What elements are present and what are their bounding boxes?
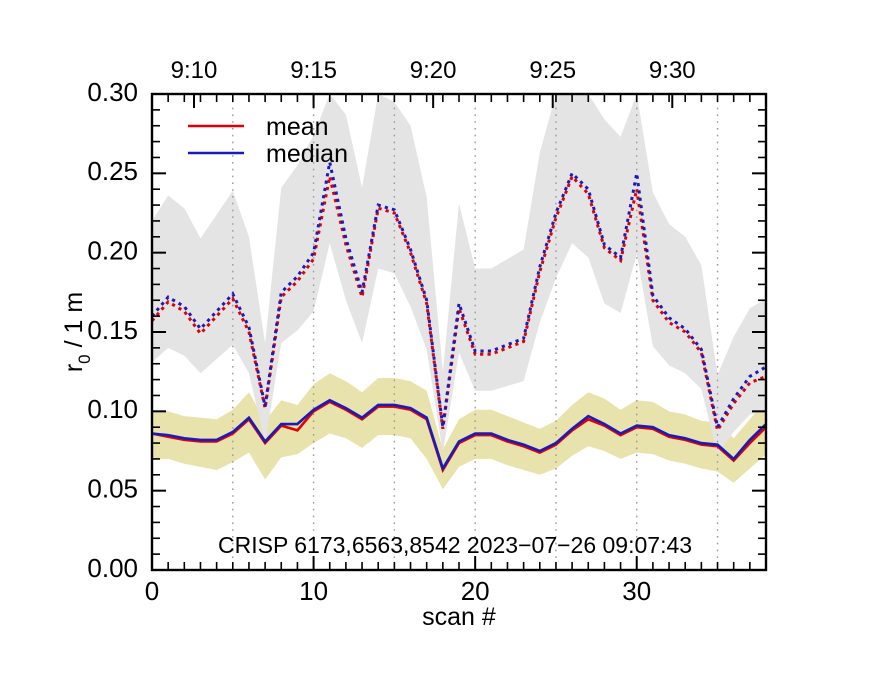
top-tick-label-9:30: 9:30 xyxy=(649,57,696,84)
x-tick-label-0: 0 xyxy=(145,576,159,606)
legend-label-mean: mean xyxy=(266,113,329,141)
x-tick-label-20: 20 xyxy=(461,576,490,606)
data-series xyxy=(152,161,766,474)
axis-tick-labels: 0.00 0.05 0.10 0.15 0.20 0.25 0.30 0 10 20 30 9:10 9… xyxy=(87,57,695,606)
top-tick-label-9:25: 9:25 xyxy=(529,57,576,84)
x-axis-title: scan # xyxy=(422,603,496,631)
x-tick-label-10: 10 xyxy=(299,576,328,606)
grid-lines xyxy=(232,94,719,570)
y-axis-title-subscript: 0 xyxy=(75,354,94,363)
axis-ticks xyxy=(151,93,767,571)
y-tick-label-0.30: 0.30 xyxy=(87,77,138,107)
y-tick-label-0.25: 0.25 xyxy=(87,156,138,186)
top-tick-label-9:15: 9:15 xyxy=(290,57,337,84)
y-tick-label-0.05: 0.05 xyxy=(87,474,138,504)
y-tick-label-0.20: 0.20 xyxy=(87,236,138,266)
plot-caption: CRISP 6173,6563,8542 2023−07−26 09:07:43 xyxy=(218,532,692,558)
x-axis-title-label: scan # xyxy=(422,603,496,631)
svg-text:r0 / 1 m: r0 / 1 m xyxy=(60,292,94,372)
y-axis-title-rest: / 1 m xyxy=(60,292,88,355)
median_spread_band xyxy=(152,373,766,490)
series-median xyxy=(152,398,766,472)
y-axis-title: r0 / 1 m xyxy=(60,292,94,372)
y-tick-label-0.00: 0.00 xyxy=(87,553,138,583)
x-tick-label-30: 30 xyxy=(622,576,651,606)
y-axis-title-base: r xyxy=(60,364,88,372)
legend-label-median: median xyxy=(266,140,348,168)
y-tick-label-0.10: 0.10 xyxy=(87,394,138,424)
top-tick-label-9:20: 9:20 xyxy=(410,57,457,84)
uncertainty-bands xyxy=(152,94,766,490)
top-tick-label-9:10: 9:10 xyxy=(171,57,218,84)
y-tick-label-0.15: 0.15 xyxy=(87,315,138,345)
caption-label: CRISP 6173,6563,8542 2023−07−26 09:07:43 xyxy=(218,532,692,558)
best_spread_band xyxy=(152,94,766,455)
